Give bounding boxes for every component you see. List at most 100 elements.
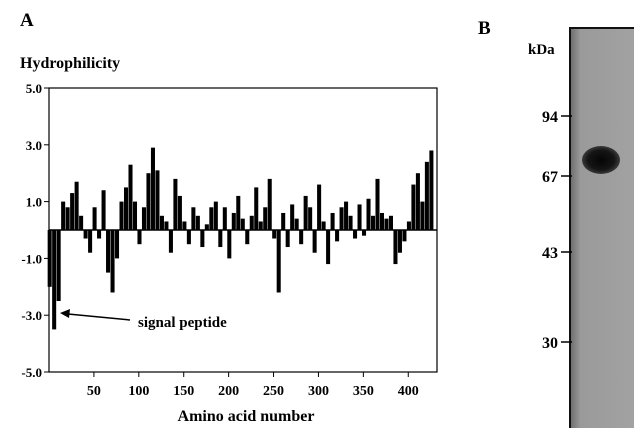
bar: [227, 230, 232, 259]
bar: [164, 221, 169, 230]
bar: [177, 195, 182, 230]
arrow-head: [60, 309, 70, 318]
bar: [388, 215, 393, 230]
bar: [362, 230, 367, 236]
y-axis-title: Hydrophilicity: [20, 55, 120, 72]
blot-image: [569, 27, 634, 428]
bar: [406, 221, 411, 230]
bar: [397, 230, 402, 253]
blot-band: [582, 146, 620, 174]
bar: [106, 230, 111, 273]
bar: [97, 230, 102, 239]
bar: [222, 207, 227, 230]
bar: [263, 207, 268, 230]
y-tick-label: -3.0: [21, 308, 42, 323]
bar: [335, 230, 340, 242]
bar: [348, 215, 353, 230]
bar: [213, 201, 218, 230]
y-tick-label: -5.0: [21, 365, 42, 380]
bar: [330, 212, 335, 230]
bar: [115, 230, 120, 259]
x-tick-label: 50: [87, 384, 101, 399]
bar: [312, 230, 317, 253]
bar: [353, 230, 358, 239]
bar: [92, 207, 97, 230]
bar: [366, 198, 371, 230]
bar: [52, 230, 57, 330]
bar: [123, 187, 129, 230]
annotation-arrow: [67, 313, 131, 321]
bar: [245, 230, 250, 245]
bar: [344, 201, 349, 230]
bar: [191, 207, 196, 230]
bar: [83, 230, 88, 239]
bar: [249, 215, 254, 230]
y-tick-label: 3.0: [26, 138, 42, 153]
bar: [420, 201, 425, 230]
bar: [182, 221, 187, 230]
y-tick-label: -1.0: [21, 251, 42, 266]
bar: [186, 230, 191, 245]
bar: [200, 230, 205, 248]
bar: [128, 164, 133, 230]
bar: [326, 230, 331, 265]
bar: [321, 221, 326, 230]
bar: [240, 218, 245, 230]
bar: [258, 221, 263, 230]
bar: [370, 215, 376, 230]
bar: [308, 207, 313, 230]
marker-label: 67: [542, 169, 558, 186]
bar: [47, 230, 52, 287]
x-tick-label: 100: [128, 384, 149, 399]
x-tick-label: 350: [353, 384, 374, 399]
bar: [429, 150, 434, 230]
y-tick-label: 5.0: [26, 81, 42, 96]
bar: [119, 201, 124, 230]
x-axis-title: Amino acid number: [178, 408, 315, 425]
x-tick-label: 300: [308, 384, 329, 399]
bar: [110, 230, 115, 293]
y-tick-label: 1.0: [26, 195, 42, 210]
bar: [209, 207, 214, 230]
bar: [299, 230, 304, 245]
bar: [146, 173, 151, 230]
bar: [281, 212, 286, 230]
bar: [159, 215, 164, 230]
bar: [155, 170, 160, 230]
bar: [61, 201, 66, 230]
bar: [357, 204, 362, 230]
bar: [168, 230, 173, 253]
bar: [88, 230, 93, 253]
bar: [402, 230, 407, 242]
bar: [276, 230, 281, 293]
marker-label: 94: [542, 109, 558, 126]
bar: [317, 184, 322, 230]
bar: [384, 218, 389, 230]
x-tick-label: 200: [218, 384, 239, 399]
bar: [70, 193, 75, 230]
x-tick-label: 150: [173, 384, 194, 399]
bar: [267, 178, 272, 230]
x-tick-label: 400: [398, 384, 419, 399]
bar: [132, 201, 138, 230]
bar: [411, 184, 416, 230]
bar: [141, 207, 146, 230]
bar: [74, 181, 79, 230]
bar: [231, 212, 236, 230]
marker-label: 30: [542, 335, 558, 352]
unit-label: kDa: [528, 42, 555, 58]
bar: [150, 147, 155, 230]
bar: [65, 207, 70, 230]
bar: [285, 230, 290, 248]
bar: [379, 212, 385, 230]
bar: [204, 224, 209, 230]
bar: [424, 161, 429, 230]
marker-ladder: 94 67 43 30: [542, 109, 572, 352]
panel-label: B: [478, 18, 491, 39]
bar: [195, 215, 200, 230]
bar: [101, 190, 106, 230]
bar: [236, 195, 241, 230]
annotation: signal peptide: [138, 315, 227, 331]
